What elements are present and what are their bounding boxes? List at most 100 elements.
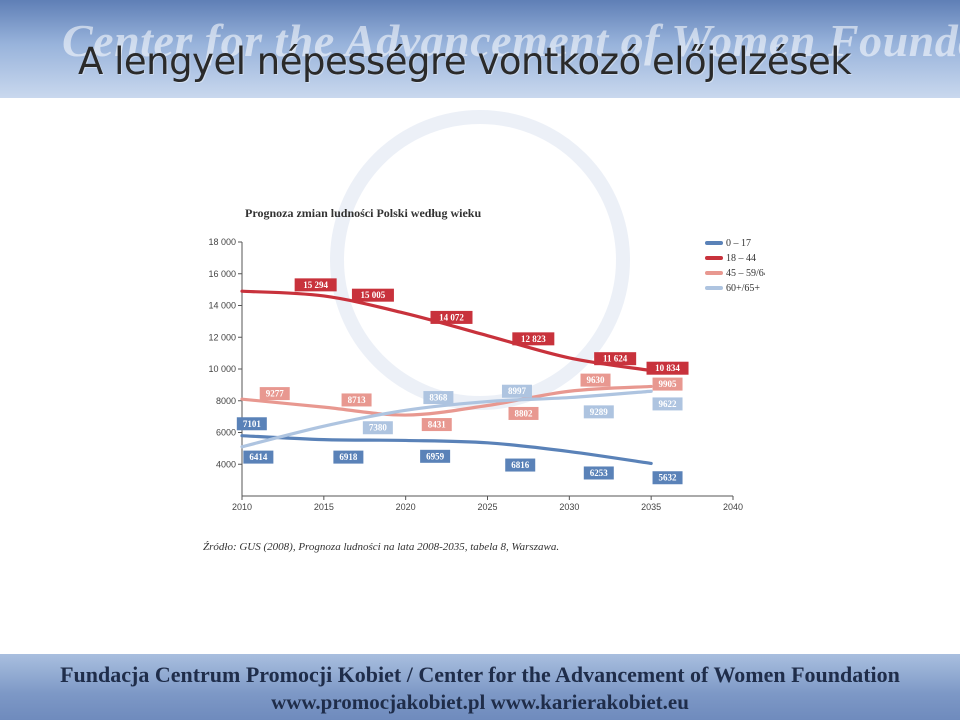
slide-footer: Fundacja Centrum Promocji Kobiet / Cente… bbox=[0, 654, 960, 720]
population-chart: Prognoza zmian ludności Polski według wi… bbox=[203, 206, 765, 553]
footer-websites: www.promocjakobiet.pl www.karierakobiet.… bbox=[271, 690, 689, 714]
legend-label-1: 18 – 44 bbox=[726, 253, 756, 264]
data-label-text: 6816 bbox=[511, 460, 530, 470]
data-label-text: 10 834 bbox=[655, 363, 680, 373]
data-label-text: 15 294 bbox=[303, 280, 328, 290]
data-label-0: 6414 bbox=[243, 450, 274, 464]
data-label-text: 11 624 bbox=[603, 354, 628, 364]
data-label-3: 7380 bbox=[362, 421, 393, 435]
data-label-box bbox=[501, 384, 532, 398]
y-tick-label: 12 000 bbox=[208, 332, 236, 342]
data-label-1: 10 834 bbox=[646, 361, 689, 375]
data-label-text: 8802 bbox=[515, 408, 534, 418]
data-label-2: 9905 bbox=[652, 377, 683, 391]
data-label-text: 8997 bbox=[508, 386, 526, 396]
data-label-0: 6918 bbox=[333, 450, 364, 464]
data-label-box bbox=[594, 352, 637, 366]
data-label-box bbox=[341, 393, 372, 407]
slide-header: Center for the Advancement of Women Foun… bbox=[0, 0, 960, 98]
data-label-box bbox=[259, 387, 290, 401]
data-label-2: 8431 bbox=[421, 418, 452, 432]
data-label-text: 12 823 bbox=[521, 334, 546, 344]
x-tick-label: 2015 bbox=[314, 502, 334, 512]
legend-label-0: 0 – 17 bbox=[726, 238, 751, 249]
y-tick-label: 14 000 bbox=[208, 301, 236, 311]
data-label-0: 5632 bbox=[652, 471, 683, 485]
data-label-box bbox=[646, 361, 689, 375]
data-label-text: 9289 bbox=[590, 407, 609, 417]
y-tick-label: 8000 bbox=[216, 396, 236, 406]
data-label-text: 6959 bbox=[426, 451, 445, 461]
data-label-text: 6918 bbox=[339, 452, 358, 462]
legend-label-3: 60+/65+ bbox=[726, 283, 760, 294]
data-label-box bbox=[351, 288, 394, 302]
data-label-box bbox=[580, 373, 611, 387]
series-line-1 bbox=[240, 289, 653, 373]
data-label-box bbox=[583, 405, 614, 419]
data-label-text: 5632 bbox=[659, 473, 678, 483]
data-label-0: 6253 bbox=[583, 466, 614, 480]
footer-organization: Fundacja Centrum Promocji Kobiet / Cente… bbox=[60, 662, 900, 687]
data-label-3: 8368 bbox=[423, 391, 454, 405]
data-label-1: 15 005 bbox=[351, 288, 394, 302]
data-label-1: 12 823 bbox=[512, 332, 555, 346]
data-label-1: 15 294 bbox=[294, 278, 337, 292]
x-tick-label: 2010 bbox=[232, 502, 252, 512]
data-label-3: 9289 bbox=[583, 405, 614, 419]
data-label-box bbox=[421, 418, 452, 432]
data-label-2: 8802 bbox=[508, 406, 539, 420]
data-label-box bbox=[333, 450, 364, 464]
data-label-text: 7380 bbox=[369, 423, 388, 433]
data-label-box bbox=[243, 450, 274, 464]
series-line-0 bbox=[240, 434, 653, 466]
series-line-2 bbox=[240, 384, 653, 417]
data-label-text: 8368 bbox=[429, 393, 448, 403]
x-tick-label: 2020 bbox=[396, 502, 416, 512]
data-label-box bbox=[512, 332, 555, 346]
data-label-text: 6253 bbox=[590, 468, 609, 478]
y-tick-label: 4000 bbox=[216, 459, 236, 469]
data-label-0: 6959 bbox=[420, 449, 451, 463]
data-label-box bbox=[362, 421, 393, 435]
data-label-2: 9630 bbox=[580, 373, 611, 387]
data-label-text: 9622 bbox=[659, 399, 678, 409]
chart-source: Źródło: GUS (2008), Prognoza ludności na… bbox=[203, 541, 559, 553]
data-label-box bbox=[652, 471, 683, 485]
data-label-box bbox=[430, 310, 473, 324]
data-label-box bbox=[652, 377, 683, 391]
x-tick-label: 2040 bbox=[723, 502, 743, 512]
data-label-text: 8431 bbox=[428, 420, 447, 430]
data-label-2: 9277 bbox=[259, 387, 290, 401]
data-label-text: 7101 bbox=[243, 419, 262, 429]
data-label-text: 9277 bbox=[266, 389, 285, 399]
data-label-0: 7101 bbox=[236, 417, 267, 431]
data-label-box bbox=[236, 417, 267, 431]
series-line-3 bbox=[240, 389, 653, 449]
chart-title: Prognoza zmian ludności Polski według wi… bbox=[245, 206, 481, 220]
y-tick-label: 18 000 bbox=[208, 237, 236, 247]
legend-label-2: 45 – 59/64 bbox=[726, 268, 765, 279]
data-label-box bbox=[505, 458, 536, 472]
data-label-3: 9622 bbox=[652, 397, 683, 411]
header-brand-watermark: Center for the Advancement of Women Foun… bbox=[62, 15, 960, 66]
data-label-3: 8997 bbox=[501, 384, 532, 398]
data-label-1: 11 624 bbox=[594, 352, 637, 366]
data-label-text: 9630 bbox=[587, 375, 606, 385]
data-label-text: 8713 bbox=[348, 395, 367, 405]
data-label-text: 14 072 bbox=[439, 312, 464, 322]
data-label-box bbox=[294, 278, 337, 292]
data-label-2: 8713 bbox=[341, 393, 372, 407]
x-tick-label: 2025 bbox=[477, 502, 497, 512]
data-label-text: 9905 bbox=[659, 379, 678, 389]
data-label-box bbox=[652, 397, 683, 411]
data-label-box bbox=[420, 449, 451, 463]
data-label-box bbox=[583, 466, 614, 480]
data-label-box bbox=[508, 406, 539, 420]
y-tick-label: 10 000 bbox=[208, 364, 236, 374]
x-tick-label: 2035 bbox=[641, 502, 661, 512]
y-tick-label: 16 000 bbox=[208, 269, 236, 279]
data-label-0: 6816 bbox=[505, 458, 536, 472]
x-tick-label: 2030 bbox=[559, 502, 579, 512]
data-label-text: 6414 bbox=[249, 452, 268, 462]
data-label-text: 15 005 bbox=[361, 290, 386, 300]
